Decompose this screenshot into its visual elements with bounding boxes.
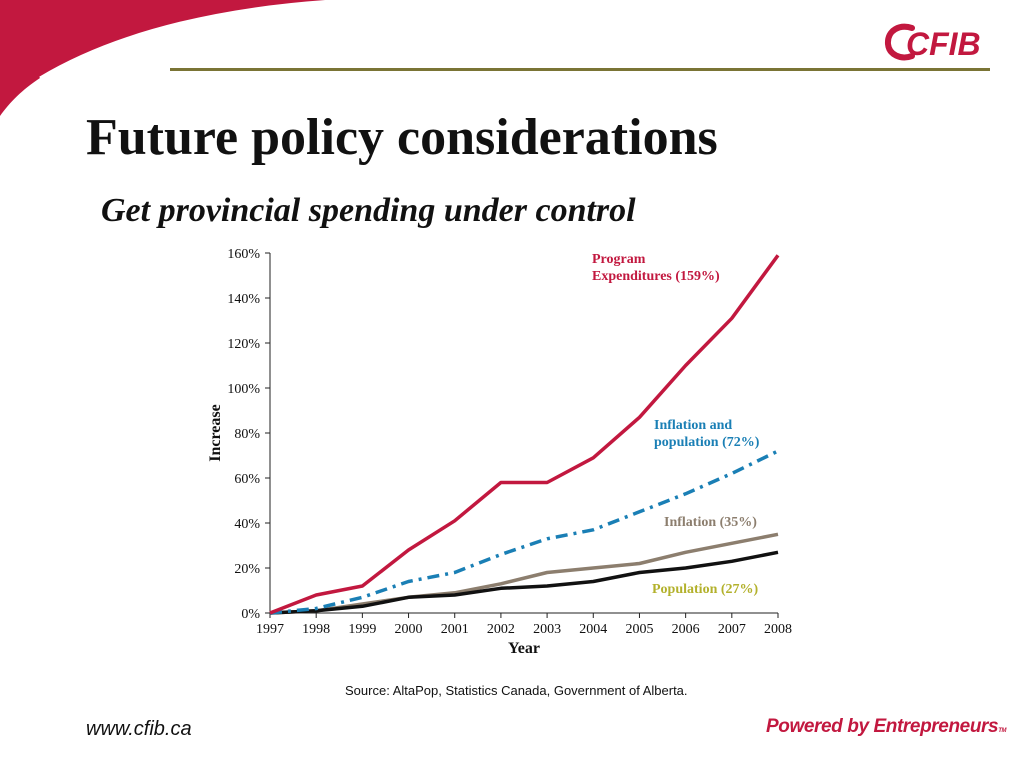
series-label-1: Program Expenditures (159%): [592, 252, 720, 284]
series-line-1: [269, 254, 780, 615]
y-tick-label: 160%: [227, 247, 260, 262]
y-tick-label: 100%: [227, 382, 260, 397]
series-label-line: Inflation and: [654, 418, 732, 433]
line-chart: 0%20%40%60%80%100%120%140%160% 1997 1998 1…: [207, 247, 792, 657]
series-line-2: [269, 449, 779, 615]
y-tick-label: 60%: [234, 472, 260, 487]
x-axis: 1997 1998 1999 2000 2001 2002 2003 2004 2005 2006…: [256, 613, 792, 637]
website-link[interactable]: www.cfib.ca: [86, 718, 192, 740]
tagline: Powered by EntrepreneursTM: [766, 716, 1006, 738]
tagline-text: Powered by Entrepreneurs: [766, 716, 999, 737]
x-tick-label: 2008: [764, 622, 792, 637]
series-label-4: Population (27%): [652, 582, 759, 597]
x-tick-label: 2001: [441, 622, 469, 637]
series-labels: Program Expenditures (159%) Inflation and p…: [592, 252, 760, 597]
y-tick-label: 80%: [234, 427, 260, 442]
y-tick-label: 40%: [234, 517, 260, 532]
x-axis-label: Year: [508, 640, 540, 657]
trademark-mark: TM: [998, 728, 1007, 734]
slide-subtitle: Get provincial spending under control: [101, 192, 636, 229]
y-tick-label: 140%: [227, 292, 260, 307]
x-tick-label: 2003: [533, 622, 561, 637]
x-tick-label: 2002: [487, 622, 515, 637]
series-label-line: population (72%): [654, 435, 760, 450]
y-tick-label: 20%: [234, 562, 260, 577]
series-line-3: [269, 532, 779, 615]
series-label-line: Population (27%): [652, 582, 759, 597]
y-axis: 0% 20% 40% 60% 80% 100% 120% 140% 160%: [227, 247, 270, 622]
x-tick-label: 1998: [302, 622, 330, 637]
y-tick-label: 0%: [241, 607, 260, 622]
corner-swoosh-decoration: [0, 0, 351, 116]
x-tick-label: 2004: [579, 622, 607, 637]
x-tick-label: 1999: [348, 622, 376, 637]
series-label-line: Inflation (35%): [664, 515, 757, 530]
series-line-4: [269, 550, 779, 615]
header-rule: [170, 68, 990, 71]
x-tick-label: 1997: [256, 622, 284, 637]
series-label-line: Expenditures (159%): [592, 269, 720, 284]
x-tick-label: 2005: [625, 622, 653, 637]
logo-text: CFIB: [906, 26, 981, 62]
y-axis-label: Increase: [207, 404, 224, 461]
cfib-logo: CFIB: [884, 22, 992, 62]
y-tick-label: 120%: [227, 337, 260, 352]
x-tick-label: 2006: [672, 622, 700, 637]
source-note: Source: AltaPop, Statistics Canada, Gove…: [345, 683, 688, 698]
series-lines: [269, 254, 780, 615]
series-label-2: Inflation and population (72%): [654, 418, 760, 450]
x-tick-label: 2000: [395, 622, 423, 637]
x-tick-label: 2007: [718, 622, 746, 637]
series-label-line: Program: [592, 252, 646, 267]
slide-title: Future policy considerations: [86, 109, 718, 166]
series-label-3: Inflation (35%): [664, 515, 757, 530]
